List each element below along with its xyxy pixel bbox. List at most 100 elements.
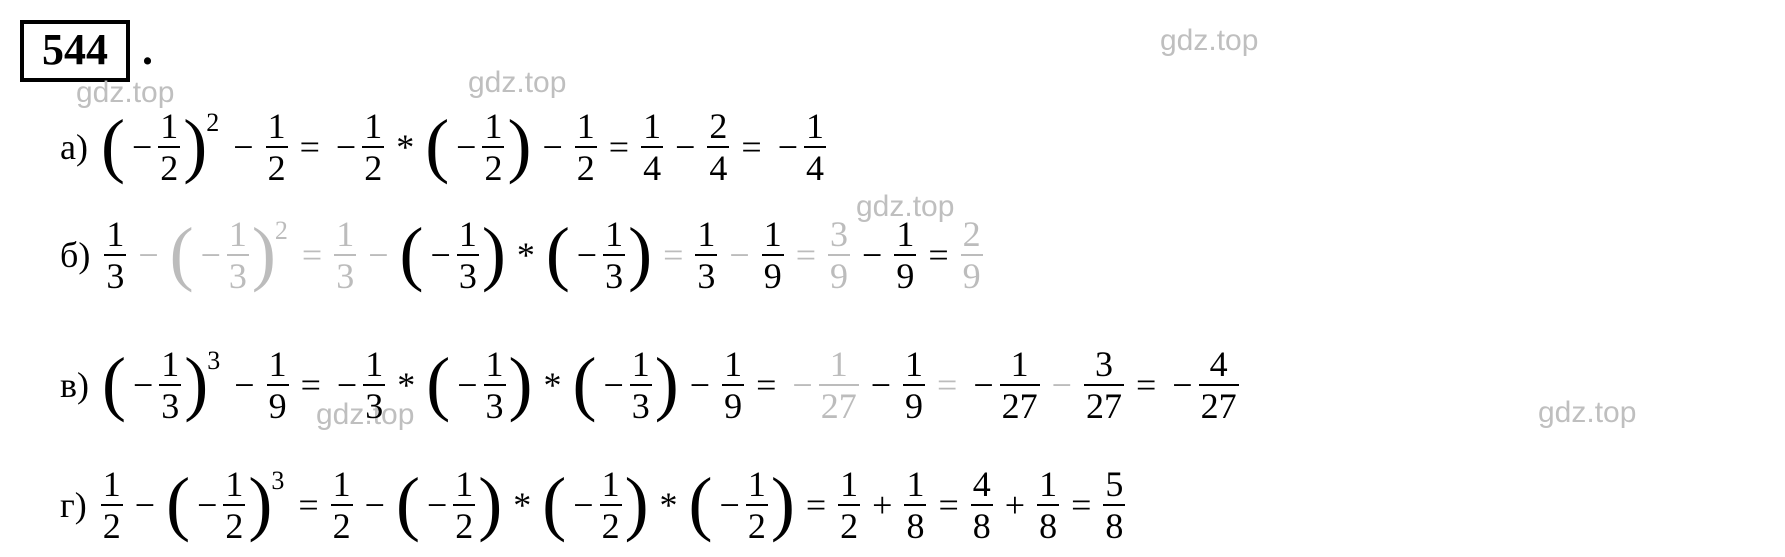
fraction-denominator: 4 [804,146,826,186]
minus-sign: − [451,367,481,403]
watermark: gdz.top [76,78,174,108]
operator: = [731,129,771,165]
fraction-numerator: 1 [101,466,123,504]
fraction: 19 [760,216,786,294]
fraction-numerator: 1 [600,466,622,504]
fraction-denominator: 3 [630,384,652,424]
negative-fraction: −14 [772,108,828,186]
fraction-denominator: 9 [903,384,925,424]
fraction-numerator: 1 [904,466,926,504]
fraction-numerator: 1 [828,346,850,384]
negative-fraction: −12 [330,108,386,186]
watermark: gdz.top [1538,398,1636,428]
exponent: 2 [206,110,221,136]
minus-sign: − [127,367,157,403]
fraction-denominator: 2 [746,504,768,544]
fraction-numerator: 1 [695,216,717,254]
operator: − [128,237,168,273]
fraction-denominator: 3 [227,254,249,294]
problem-number-box: 544 [20,20,130,82]
fraction-numerator: 1 [484,346,506,384]
fraction-numerator: 1 [603,216,625,254]
minus-sign: − [597,367,627,403]
operator: * [503,487,541,523]
operator: = [927,367,967,403]
minus-sign: − [331,367,361,403]
fraction: 13 [225,216,251,294]
fraction-denominator: 2 [362,146,384,186]
fraction-denominator: 2 [575,146,597,186]
negative-fraction: −13 [127,346,183,424]
fraction-denominator: 8 [1103,504,1125,544]
fraction-denominator: 9 [894,254,916,294]
fraction: 18 [902,466,928,544]
fraction-numerator: 1 [223,466,245,504]
fraction-numerator: 1 [266,108,288,146]
subproblem-label: а) [60,129,100,165]
fraction: 14 [802,108,828,186]
fraction-numerator: 3 [828,216,850,254]
watermark: gdz.top [468,68,566,98]
fraction-denominator: 3 [695,254,717,294]
fraction-denominator: 3 [159,384,181,424]
negative-fraction: −12 [126,108,182,186]
fraction-denominator: 8 [1037,504,1059,544]
fraction-denominator: 27 [1084,384,1124,424]
negative-fraction: −13 [571,216,627,294]
operator: = [288,487,328,523]
fraction-numerator: 1 [575,108,597,146]
operator: − [125,487,165,523]
fraction: 12 [451,466,477,544]
minus-sign: − [567,487,597,523]
fraction-numerator: 3 [1093,346,1115,384]
operator: − [1042,367,1082,403]
fraction: 12 [598,466,624,544]
exponent: 3 [207,348,222,374]
watermark: gdz.top [1160,26,1258,56]
fraction: 13 [361,346,387,424]
operator: = [291,367,331,403]
minus-sign: − [126,129,156,165]
fraction-numerator: 1 [363,346,385,384]
fraction: 19 [265,346,291,424]
subproblem-label: б) [60,237,102,273]
operator: − [355,487,395,523]
fraction: 39 [826,216,852,294]
fraction-denominator: 27 [1199,384,1239,424]
fraction: 327 [1082,346,1126,424]
fraction: 127 [998,346,1042,424]
operator: = [653,237,693,273]
fraction-numerator: 1 [158,108,180,146]
negative-fraction: −12 [421,466,477,544]
fraction-numerator: 5 [1103,466,1125,504]
operator: * [386,129,424,165]
fraction-numerator: 1 [762,216,784,254]
minus-sign: − [772,129,802,165]
fraction: 24 [705,108,731,186]
fraction: 18 [1035,466,1061,544]
fraction-denominator: 2 [266,146,288,186]
fraction-numerator: 1 [894,216,916,254]
fraction-denominator: 3 [363,384,385,424]
fraction-numerator: 4 [1208,346,1230,384]
operator: − [358,237,398,273]
fraction-numerator: 1 [1037,466,1059,504]
negative-fraction: −427 [1166,346,1240,424]
fraction-denominator: 9 [267,384,289,424]
fraction: 13 [332,216,358,294]
fraction-denominator: 2 [600,504,622,544]
negative-fraction: −13 [451,346,507,424]
equation-row: б)13−(−13)2=13−(−13)*(−13)=13−19=39−19=2… [60,216,985,294]
fraction: 12 [156,108,182,186]
negative-fraction: −13 [597,346,653,424]
fraction-denominator: 9 [961,254,983,294]
fraction: 12 [264,108,290,186]
fraction: 12 [744,466,770,544]
fraction: 19 [892,216,918,294]
fraction-denominator: 4 [641,146,663,186]
fraction-denominator: 2 [453,504,475,544]
minus-sign: − [571,237,601,273]
operator: − [861,367,901,403]
fraction-denominator: 27 [1000,384,1040,424]
fraction-denominator: 9 [828,254,850,294]
